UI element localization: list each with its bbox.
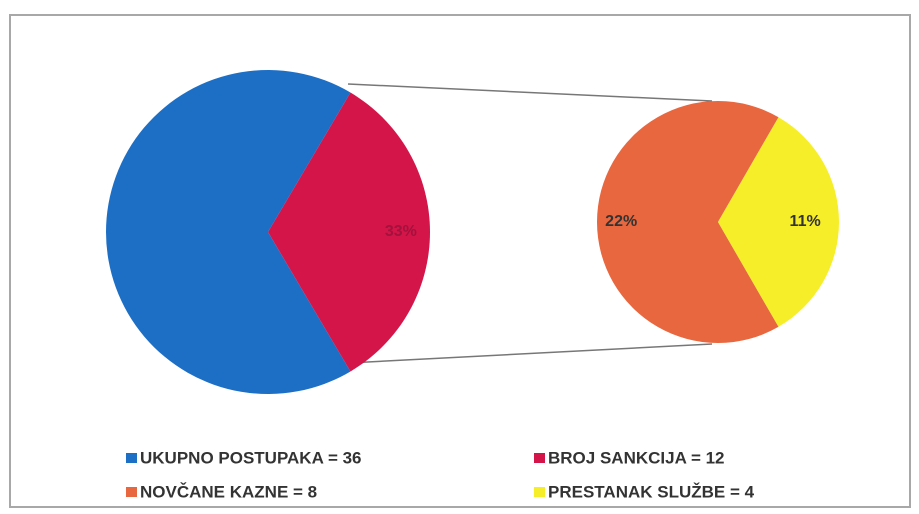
pie-slice <box>106 70 351 394</box>
legend-swatch <box>126 453 137 463</box>
legend-label: PRESTANAK SLUŽBE = 4 <box>548 482 755 501</box>
pie-slice <box>268 92 431 372</box>
legend-label: NOVČANE KAZNE = 8 <box>140 482 317 501</box>
legend-label: UKUPNO POSTUPAKA = 36 <box>140 448 362 467</box>
data-label: 22% <box>605 213 637 230</box>
pie-slice <box>718 117 839 327</box>
legend-swatch <box>534 453 545 463</box>
pie-slice <box>597 100 779 343</box>
connector-line <box>347 343 713 364</box>
legend-swatch <box>534 487 545 497</box>
legend-swatch <box>126 487 137 497</box>
connector-line <box>347 83 713 102</box>
data-label: 33% <box>385 223 417 240</box>
data-label: 11% <box>790 213 821 230</box>
legend-label: BROJ SANKCIJA = 12 <box>548 448 725 467</box>
